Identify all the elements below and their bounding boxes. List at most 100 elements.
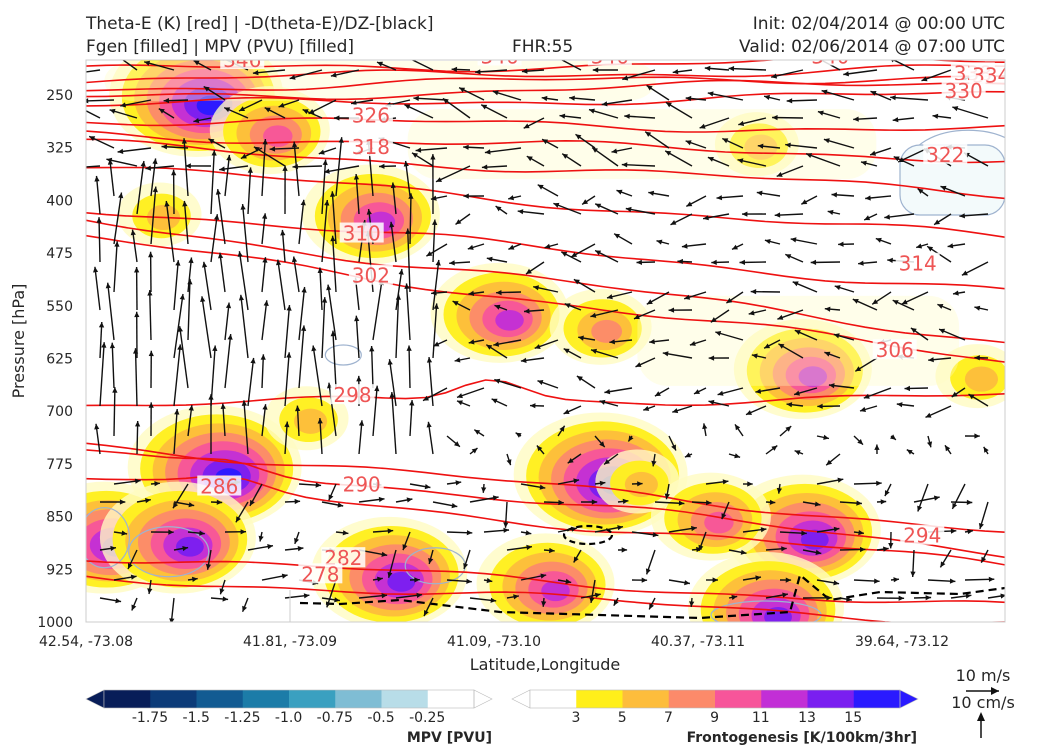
wind-vector-head bbox=[241, 400, 247, 406]
wind-vector-head bbox=[967, 529, 973, 535]
wind-vector bbox=[201, 296, 212, 359]
y-tick-label: 475 bbox=[46, 246, 73, 262]
y-tick-label: 550 bbox=[46, 299, 73, 315]
wind-vector-head bbox=[152, 186, 158, 193]
wind-vector-head bbox=[952, 502, 958, 509]
wind-vector bbox=[203, 261, 212, 311]
wind-vector-head bbox=[624, 113, 630, 119]
wind-vector-head bbox=[322, 297, 328, 303]
wind-vector-head bbox=[506, 459, 512, 466]
wind-vector-head bbox=[455, 480, 462, 486]
wind-vector bbox=[805, 153, 841, 167]
wind-vector-head bbox=[589, 108, 595, 114]
mpv-colorbar-swatch bbox=[289, 690, 336, 708]
wind-vector-head bbox=[409, 400, 415, 406]
mpv-colorbar-tick-label: -1.5 bbox=[183, 710, 210, 726]
wind-vector-head bbox=[917, 188, 924, 194]
wind-vector-head bbox=[492, 90, 499, 96]
wind-vector-head bbox=[974, 305, 981, 311]
wind-vector-head bbox=[739, 259, 745, 265]
wind-vector-head bbox=[200, 296, 206, 302]
wind-vector bbox=[183, 200, 189, 245]
wind-vector-head bbox=[823, 434, 829, 440]
wind-vector bbox=[321, 199, 328, 263]
wind-vector-head bbox=[145, 498, 151, 504]
fgen-colorbar-swatch bbox=[668, 690, 716, 708]
wind-vector-head bbox=[424, 484, 431, 490]
wind-vector-head bbox=[171, 169, 177, 176]
wind-vector-head bbox=[513, 594, 519, 600]
wind-vector-head bbox=[96, 217, 102, 223]
wind-vector bbox=[409, 400, 413, 437]
wind-vector-head bbox=[707, 157, 714, 162]
y-tick-label: 925 bbox=[46, 562, 73, 578]
mpv-colorbar-frame bbox=[103, 689, 475, 709]
wind-vector-head bbox=[182, 546, 189, 552]
mpv-colorbar-extend-left bbox=[85, 689, 105, 709]
wind-vector-head bbox=[263, 300, 269, 306]
wind-vector-head bbox=[93, 266, 99, 273]
wind-vector-head bbox=[738, 120, 745, 126]
wind-vector-head bbox=[252, 70, 259, 76]
wind-vector-head bbox=[870, 91, 877, 96]
wind-vector-head bbox=[953, 290, 959, 296]
fgen-colorbar-tick-label: 5 bbox=[618, 710, 627, 726]
wind-vector bbox=[86, 165, 101, 168]
contour-label-bg bbox=[900, 524, 945, 545]
y-tick-labels: 250 325 400 475 550 625 700 775 850 925 1000 bbox=[37, 88, 73, 631]
contour-label: 290 bbox=[343, 472, 381, 496]
wind-vector-head bbox=[750, 289, 757, 295]
wind-vector-head bbox=[855, 366, 862, 372]
wind-vector bbox=[432, 259, 440, 311]
wind-vector bbox=[319, 267, 323, 311]
wind-vector bbox=[405, 283, 411, 341]
theta-e-contour bbox=[86, 560, 1005, 604]
theta-e-contour bbox=[86, 575, 1005, 622]
wind-vector-head bbox=[872, 299, 879, 305]
wind-vector-head bbox=[864, 215, 871, 221]
wind-vector-head bbox=[260, 354, 266, 360]
wind-vector-head bbox=[649, 339, 655, 345]
y-tick-label: 850 bbox=[46, 510, 73, 526]
wind-vector-head bbox=[785, 254, 792, 259]
wind-vector-head bbox=[220, 403, 226, 409]
wind-vector-head bbox=[177, 326, 183, 332]
wind-vector bbox=[298, 325, 305, 389]
contour-label: 314 bbox=[899, 252, 937, 276]
quiver-key: 10 m/s 10 cm/s bbox=[951, 666, 1015, 738]
wind-vector-head bbox=[451, 66, 458, 72]
wind-vector-head bbox=[463, 193, 469, 199]
wind-vector-head bbox=[760, 527, 767, 533]
wind-vector-head bbox=[925, 595, 932, 601]
wind-vector-head bbox=[573, 556, 579, 563]
valid-time: Valid: 02/06/2014 @ 07:00 UTC bbox=[739, 37, 1005, 57]
wind-vector-head bbox=[98, 322, 105, 328]
contour-label-bg bbox=[348, 104, 393, 125]
wind-vector-head bbox=[940, 185, 947, 191]
wind-vector bbox=[95, 175, 101, 215]
wind-vector-head bbox=[834, 285, 841, 291]
wind-vector-head bbox=[565, 578, 572, 584]
stability-contour bbox=[299, 573, 1005, 620]
wind-vector bbox=[252, 69, 286, 74]
wind-vector-head bbox=[118, 192, 124, 199]
wind-vector-head bbox=[865, 195, 871, 201]
mpv-colorbar-swatch bbox=[196, 690, 244, 708]
wind-vector-head bbox=[652, 532, 659, 538]
wind-vector bbox=[335, 137, 343, 197]
wind-vector bbox=[890, 96, 929, 101]
wind-vector-head bbox=[634, 314, 640, 320]
wind-vector-head bbox=[424, 610, 429, 616]
wind-vector-head bbox=[582, 199, 589, 205]
wind-vector-head bbox=[549, 53, 555, 58]
wind-vector-head bbox=[614, 233, 620, 239]
wind-vector-head bbox=[330, 330, 336, 337]
wind-vector-head bbox=[282, 165, 288, 171]
x-tick-label: 41.81, -73.09 bbox=[243, 634, 337, 650]
wind-vector-head bbox=[324, 168, 330, 174]
wind-vector-head bbox=[672, 69, 679, 75]
wind-vector-head bbox=[227, 334, 233, 340]
wind-vector-head bbox=[595, 250, 602, 256]
theta-e-contour bbox=[86, 117, 1005, 133]
wind-vector-head bbox=[649, 603, 654, 610]
